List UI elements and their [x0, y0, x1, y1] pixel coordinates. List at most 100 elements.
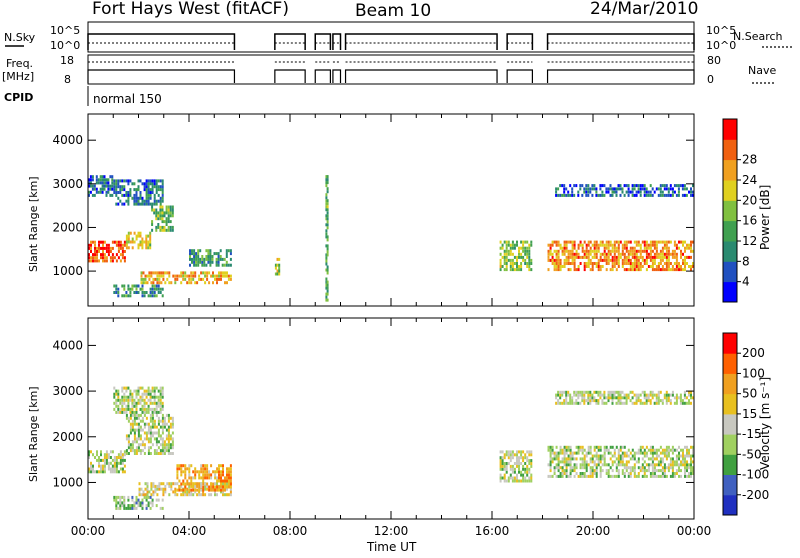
data-cell [573, 252, 576, 256]
data-cell [131, 425, 134, 429]
data-cell [573, 466, 576, 470]
y-tick-label: 3000 [52, 384, 83, 398]
data-cell [139, 437, 142, 441]
data-cell [605, 463, 608, 467]
data-cell [147, 188, 150, 192]
nave-label: Nave [748, 64, 776, 77]
data-cell [155, 182, 158, 186]
data-cell [178, 464, 181, 468]
data-cell [565, 457, 568, 461]
data-cell [518, 467, 520, 471]
data-cell [667, 240, 670, 244]
data-cell [123, 450, 126, 454]
data-cell [182, 482, 185, 486]
data-cell [131, 504, 134, 508]
data-cell [142, 493, 145, 497]
data-cell [667, 258, 670, 262]
data-cell [123, 179, 126, 183]
data-cell [218, 277, 220, 281]
data-cell [161, 191, 164, 194]
data-cell [561, 390, 564, 394]
data-cell [117, 470, 120, 474]
data-cell [190, 493, 193, 497]
data-cell [509, 268, 512, 272]
data-cell [569, 249, 572, 253]
data-cell [645, 262, 648, 265]
nsky-trace [344, 33, 498, 50]
data-cell [559, 466, 562, 470]
data-cell [161, 205, 164, 209]
data-cell [224, 482, 226, 486]
data-cell [615, 258, 618, 262]
data-cell [89, 190, 92, 194]
data-cell [597, 454, 600, 458]
data-cell [131, 422, 134, 426]
data-cell [675, 472, 678, 475]
data-cell [325, 283, 328, 287]
data-cell [153, 208, 156, 212]
data-cell [161, 401, 164, 405]
data-cell [692, 445, 694, 449]
data-cell [607, 249, 610, 253]
data-cell [513, 470, 516, 474]
data-cell [629, 265, 632, 268]
data-cell [643, 460, 646, 464]
data-cell [167, 205, 170, 209]
data-cell [619, 445, 622, 449]
data-cell [186, 493, 189, 497]
data-cell [139, 407, 142, 411]
data-cell [579, 243, 582, 247]
data-cell [149, 452, 152, 455]
data-cell [204, 487, 207, 491]
data-cell [149, 294, 152, 298]
data-cell [575, 457, 578, 461]
data-cell [94, 246, 96, 250]
data-cell [96, 253, 98, 257]
data-cell [518, 268, 520, 272]
data-cell [113, 464, 116, 468]
data-cell [684, 255, 686, 259]
data-cell [162, 271, 165, 275]
data-cell [597, 390, 600, 394]
data-cell [157, 223, 160, 226]
data-cell [194, 482, 197, 486]
data-cell [222, 479, 224, 483]
nsky-trace [546, 33, 695, 50]
data-cell [204, 271, 207, 275]
data-cell [222, 274, 224, 278]
data-cell [129, 428, 132, 432]
data-cell [678, 463, 680, 467]
data-cell [659, 268, 662, 272]
data-cell [145, 504, 148, 508]
data-cell [198, 473, 201, 477]
data-cell [127, 182, 130, 186]
data-cell [159, 392, 162, 396]
data-cell [499, 456, 502, 460]
data-cell [518, 246, 520, 250]
data-cell [579, 466, 582, 470]
data-cell [276, 269, 279, 273]
data-cell [583, 472, 586, 475]
data-cell [663, 240, 666, 244]
data-cell [661, 460, 664, 464]
data-cell [680, 265, 682, 268]
data-cell [637, 457, 640, 461]
data-cell [661, 190, 664, 194]
data-cell [190, 274, 193, 278]
data-cell [89, 175, 92, 179]
data-cell [165, 428, 168, 432]
data-cell [155, 437, 158, 441]
data-cell [133, 199, 136, 203]
data-cell [577, 193, 580, 197]
data-cell [145, 240, 148, 244]
data-cell [528, 459, 531, 463]
data-cell [224, 281, 226, 285]
data-cell [643, 474, 646, 478]
data-cell [671, 190, 674, 194]
data-cell [635, 396, 638, 400]
data-cell [569, 401, 572, 405]
data-cell [557, 268, 560, 272]
data-cell [198, 485, 201, 489]
data-cell [655, 448, 658, 452]
